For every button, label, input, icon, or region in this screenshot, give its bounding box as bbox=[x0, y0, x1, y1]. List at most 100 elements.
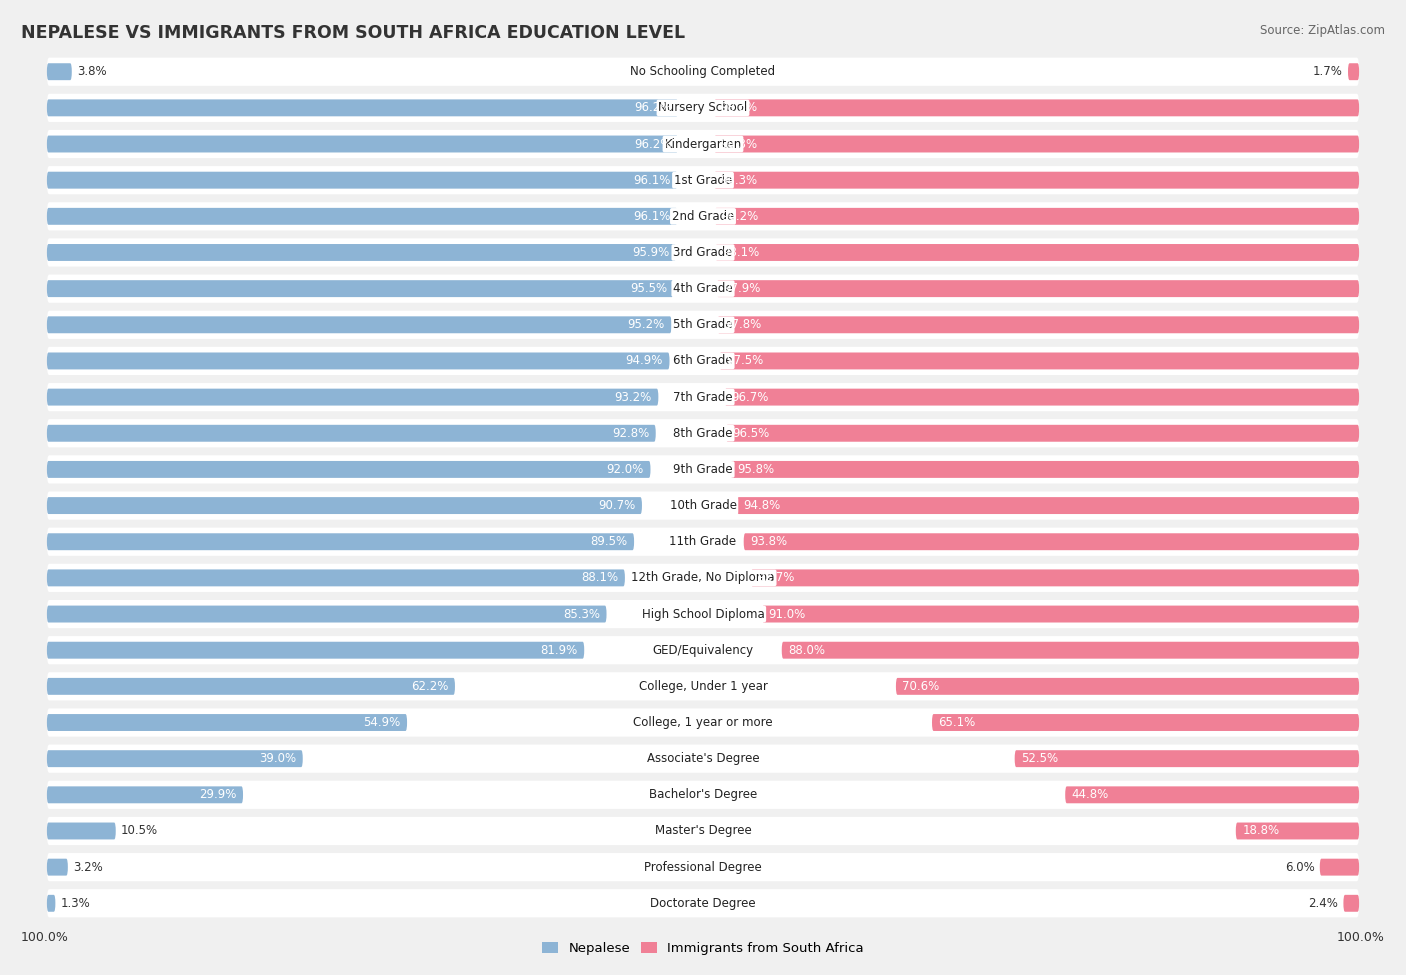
Text: 88.0%: 88.0% bbox=[789, 644, 825, 657]
FancyBboxPatch shape bbox=[46, 280, 673, 297]
Text: 65.1%: 65.1% bbox=[939, 716, 976, 729]
FancyBboxPatch shape bbox=[46, 455, 1360, 484]
Text: GED/Equivalency: GED/Equivalency bbox=[652, 644, 754, 657]
Text: 52.5%: 52.5% bbox=[1021, 752, 1059, 765]
FancyBboxPatch shape bbox=[46, 817, 1360, 845]
FancyBboxPatch shape bbox=[46, 202, 1360, 230]
FancyBboxPatch shape bbox=[46, 353, 669, 370]
FancyBboxPatch shape bbox=[46, 889, 1360, 917]
FancyBboxPatch shape bbox=[46, 750, 302, 767]
FancyBboxPatch shape bbox=[46, 672, 1360, 700]
Text: 96.7%: 96.7% bbox=[731, 391, 769, 404]
Text: 6.0%: 6.0% bbox=[1285, 861, 1315, 874]
FancyBboxPatch shape bbox=[46, 569, 624, 586]
FancyBboxPatch shape bbox=[46, 600, 1360, 628]
Text: 18.8%: 18.8% bbox=[1243, 825, 1279, 838]
FancyBboxPatch shape bbox=[717, 280, 1360, 297]
Text: 94.9%: 94.9% bbox=[626, 355, 664, 368]
Text: Source: ZipAtlas.com: Source: ZipAtlas.com bbox=[1260, 24, 1385, 37]
FancyBboxPatch shape bbox=[46, 94, 1360, 122]
Text: 96.1%: 96.1% bbox=[634, 210, 671, 223]
FancyBboxPatch shape bbox=[714, 208, 1360, 225]
FancyBboxPatch shape bbox=[46, 636, 1360, 664]
Text: 1.7%: 1.7% bbox=[1313, 65, 1343, 78]
FancyBboxPatch shape bbox=[782, 642, 1360, 659]
Text: 5th Grade: 5th Grade bbox=[673, 318, 733, 332]
FancyBboxPatch shape bbox=[717, 316, 1360, 333]
Text: 96.1%: 96.1% bbox=[634, 174, 671, 186]
FancyBboxPatch shape bbox=[46, 311, 1360, 339]
FancyBboxPatch shape bbox=[46, 461, 651, 478]
FancyBboxPatch shape bbox=[46, 63, 72, 80]
Text: 1.3%: 1.3% bbox=[60, 897, 90, 910]
FancyBboxPatch shape bbox=[46, 787, 243, 803]
Text: Master's Degree: Master's Degree bbox=[655, 825, 751, 838]
Text: 10.5%: 10.5% bbox=[121, 825, 157, 838]
FancyBboxPatch shape bbox=[714, 136, 1360, 152]
FancyBboxPatch shape bbox=[46, 745, 1360, 773]
Text: 90.7%: 90.7% bbox=[598, 499, 636, 512]
Text: 95.9%: 95.9% bbox=[633, 246, 669, 259]
FancyBboxPatch shape bbox=[46, 316, 672, 333]
FancyBboxPatch shape bbox=[737, 497, 1360, 514]
Text: 70.6%: 70.6% bbox=[903, 680, 939, 693]
FancyBboxPatch shape bbox=[932, 714, 1360, 731]
FancyBboxPatch shape bbox=[46, 642, 585, 659]
FancyBboxPatch shape bbox=[46, 383, 1360, 411]
Text: 97.8%: 97.8% bbox=[724, 318, 761, 332]
FancyBboxPatch shape bbox=[46, 859, 67, 876]
Text: 98.3%: 98.3% bbox=[721, 137, 758, 150]
FancyBboxPatch shape bbox=[46, 136, 678, 152]
Text: 89.5%: 89.5% bbox=[591, 535, 627, 548]
FancyBboxPatch shape bbox=[46, 238, 1360, 266]
Text: Bachelor's Degree: Bachelor's Degree bbox=[650, 789, 756, 801]
Text: 39.0%: 39.0% bbox=[259, 752, 297, 765]
Text: Doctorate Degree: Doctorate Degree bbox=[650, 897, 756, 910]
Text: 98.2%: 98.2% bbox=[721, 210, 759, 223]
Text: 92.8%: 92.8% bbox=[612, 427, 650, 440]
Text: 97.9%: 97.9% bbox=[723, 282, 761, 295]
FancyBboxPatch shape bbox=[46, 709, 1360, 737]
Text: College, 1 year or more: College, 1 year or more bbox=[633, 716, 773, 729]
FancyBboxPatch shape bbox=[731, 461, 1360, 478]
Text: 92.7%: 92.7% bbox=[758, 571, 794, 584]
Text: Kindergarten: Kindergarten bbox=[665, 137, 741, 150]
Text: 95.2%: 95.2% bbox=[627, 318, 665, 332]
Text: 3.2%: 3.2% bbox=[73, 861, 103, 874]
Text: 3.8%: 3.8% bbox=[77, 65, 107, 78]
FancyBboxPatch shape bbox=[46, 58, 1360, 86]
FancyBboxPatch shape bbox=[896, 678, 1360, 695]
Text: 85.3%: 85.3% bbox=[562, 607, 600, 620]
FancyBboxPatch shape bbox=[46, 823, 115, 839]
Text: 10th Grade: 10th Grade bbox=[669, 499, 737, 512]
FancyBboxPatch shape bbox=[1320, 859, 1360, 876]
FancyBboxPatch shape bbox=[46, 99, 678, 116]
FancyBboxPatch shape bbox=[46, 781, 1360, 809]
FancyBboxPatch shape bbox=[46, 244, 676, 261]
Text: Nursery School: Nursery School bbox=[658, 101, 748, 114]
Text: College, Under 1 year: College, Under 1 year bbox=[638, 680, 768, 693]
Text: 6th Grade: 6th Grade bbox=[673, 355, 733, 368]
FancyBboxPatch shape bbox=[716, 244, 1360, 261]
Text: 98.3%: 98.3% bbox=[721, 174, 758, 186]
Text: 98.1%: 98.1% bbox=[723, 246, 759, 259]
Legend: Nepalese, Immigrants from South Africa: Nepalese, Immigrants from South Africa bbox=[537, 937, 869, 960]
FancyBboxPatch shape bbox=[1066, 787, 1360, 803]
FancyBboxPatch shape bbox=[46, 714, 408, 731]
Text: 81.9%: 81.9% bbox=[540, 644, 578, 657]
Text: 97.5%: 97.5% bbox=[725, 355, 763, 368]
FancyBboxPatch shape bbox=[46, 605, 606, 622]
FancyBboxPatch shape bbox=[46, 564, 1360, 592]
FancyBboxPatch shape bbox=[46, 497, 643, 514]
FancyBboxPatch shape bbox=[46, 130, 1360, 158]
FancyBboxPatch shape bbox=[1236, 823, 1360, 839]
FancyBboxPatch shape bbox=[46, 208, 678, 225]
FancyBboxPatch shape bbox=[46, 853, 1360, 881]
FancyBboxPatch shape bbox=[1348, 63, 1360, 80]
Text: 29.9%: 29.9% bbox=[200, 789, 236, 801]
Text: Associate's Degree: Associate's Degree bbox=[647, 752, 759, 765]
Text: High School Diploma: High School Diploma bbox=[641, 607, 765, 620]
Text: 95.8%: 95.8% bbox=[737, 463, 775, 476]
FancyBboxPatch shape bbox=[725, 425, 1360, 442]
Text: 96.2%: 96.2% bbox=[634, 137, 672, 150]
